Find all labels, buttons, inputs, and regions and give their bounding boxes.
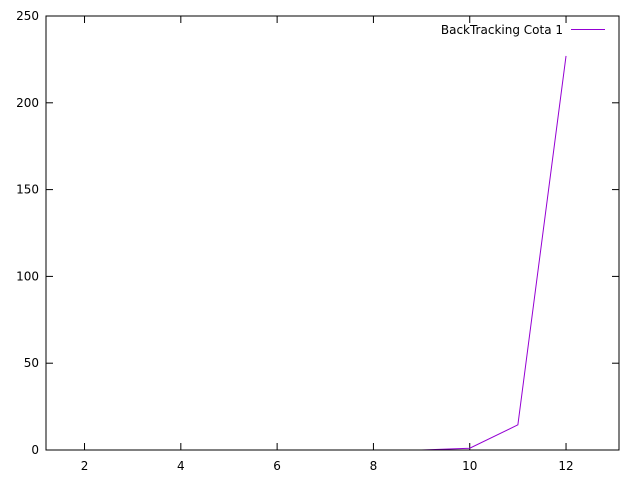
y-tick-label: 50	[24, 356, 39, 370]
y-tick-label: 100	[16, 269, 39, 283]
x-tick-label: 12	[558, 459, 573, 473]
ticks-layer: 0 50 100 150 200 250 2 4 6 8 10 12	[16, 9, 619, 473]
legend: BackTracking Cota 1	[441, 23, 605, 37]
y-tick-label: 150	[16, 183, 39, 197]
x-tick-label: 6	[273, 459, 281, 473]
y-tick-label: 0	[31, 443, 39, 457]
x-tick-label: 8	[370, 459, 378, 473]
series-layer	[46, 55, 567, 450]
plot-frame	[45, 15, 620, 451]
legend-label: BackTracking Cota 1	[441, 23, 563, 37]
series-line	[46, 55, 567, 450]
x-tick-label: 4	[177, 459, 185, 473]
x-tick-label: 2	[81, 459, 89, 473]
y-tick-label: 200	[16, 96, 39, 110]
x-tick-label: 10	[462, 459, 477, 473]
y-tick-label: 250	[16, 9, 39, 23]
